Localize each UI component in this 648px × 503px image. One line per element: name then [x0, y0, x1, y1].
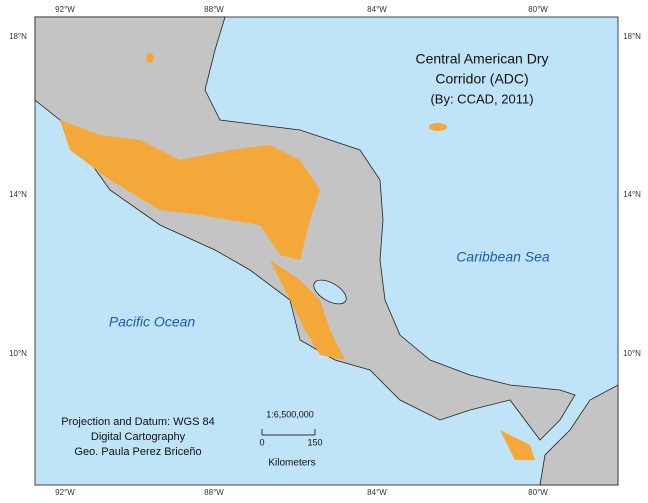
dry-corridor	[60, 53, 535, 460]
lon-label: 80°W	[528, 488, 548, 497]
lon-label: 92°W	[55, 488, 75, 497]
lat-label: 18°N	[623, 32, 641, 41]
lat-label: 10°N	[9, 349, 27, 358]
lon-label: 88°W	[204, 5, 224, 14]
lat-label: 14°N	[9, 190, 27, 199]
lat-label: 14°N	[623, 190, 641, 199]
dry-corridor-main	[60, 120, 320, 260]
lon-label: 84°W	[367, 488, 387, 497]
scale-end: 150	[307, 437, 322, 447]
lat-label: 10°N	[623, 349, 641, 358]
lon-label: 92°W	[55, 5, 75, 14]
subtitle: (By: CCAD, 2011)	[430, 91, 533, 106]
dry-corridor-island	[429, 123, 447, 131]
lon-label: 88°W	[204, 488, 224, 497]
scale-start: 0	[259, 437, 264, 447]
lon-label: 80°W	[528, 5, 548, 14]
credit-line: Geo. Paula Perez Briceño	[74, 446, 201, 458]
credit-line: Projection and Datum: WGS 84	[61, 416, 214, 428]
lon-label: 84°W	[367, 5, 387, 14]
colombia	[539, 384, 619, 486]
title-line: Corridor (ADC)	[435, 71, 528, 87]
ocean-label: Pacific Ocean	[109, 314, 196, 330]
dry-corridor-south	[270, 260, 345, 360]
credit-line: Digital Cartography	[91, 431, 186, 443]
lake-nicaragua	[313, 279, 347, 305]
lat-label: 18°N	[9, 32, 27, 41]
dry-corridor-islet	[146, 53, 154, 63]
scale-unit: Kilometers	[268, 458, 315, 469]
sea-label: Caribbean Sea	[456, 249, 550, 265]
dry-corridor-panama	[500, 430, 535, 460]
scale-ratio: 1:6,500,000	[266, 409, 314, 419]
title-line: Central American Dry	[415, 51, 548, 67]
